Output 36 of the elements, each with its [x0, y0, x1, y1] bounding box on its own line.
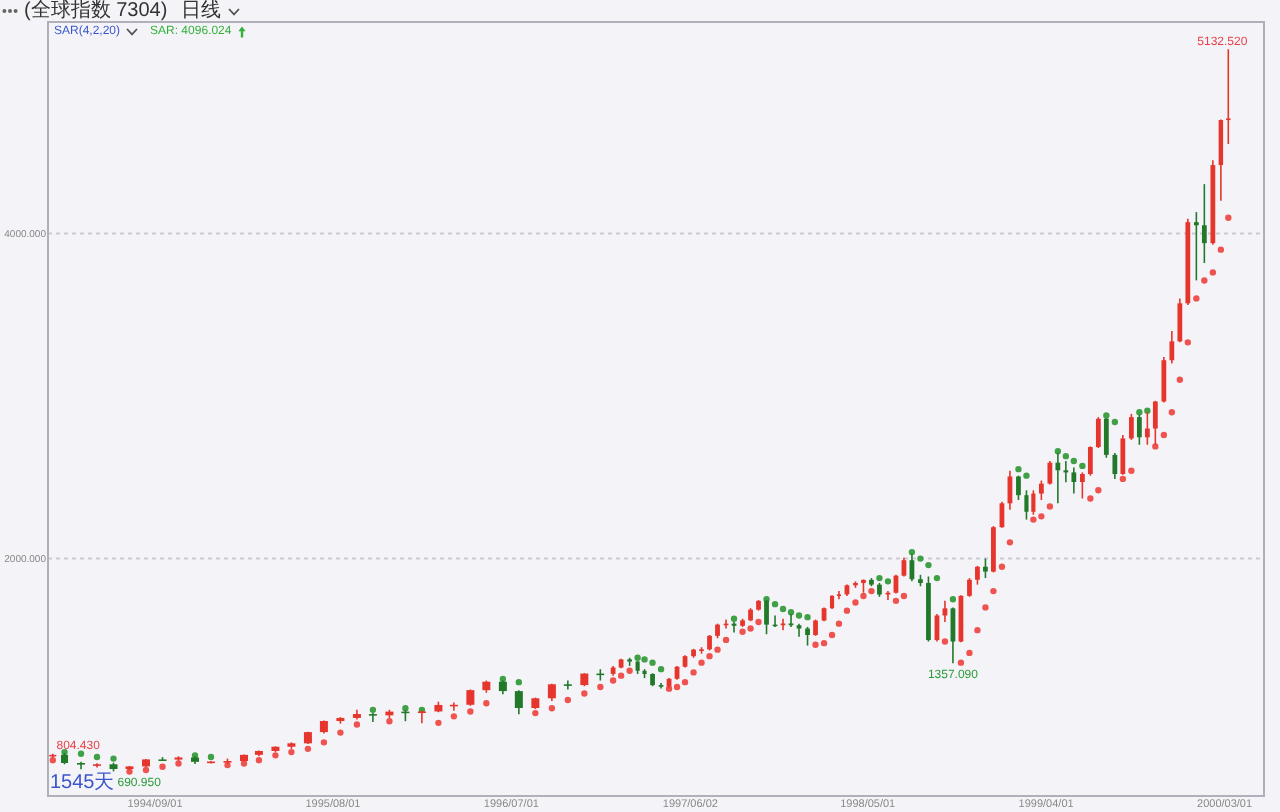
candlestick: [983, 557, 988, 579]
chart-subtitle: 日线: [181, 0, 222, 22]
candlestick: [1193, 211, 1199, 282]
candlestick: [1047, 460, 1053, 486]
candlestick: [1136, 413, 1142, 446]
candlestick: [417, 709, 426, 724]
candlestick: [1079, 471, 1085, 500]
candlestick: [1031, 489, 1036, 516]
candlestick: [1063, 460, 1069, 483]
candlestick: [764, 599, 769, 636]
candlestick: [1055, 452, 1061, 505]
candlestick: [991, 525, 996, 574]
candlestick: [1161, 356, 1167, 404]
candlestick: [1087, 445, 1093, 477]
candlestick: [1095, 416, 1101, 449]
candlestick: [967, 577, 972, 598]
candlestick: [1169, 330, 1175, 365]
candlestick: [1016, 474, 1021, 501]
candlestick: [1201, 183, 1207, 264]
candlestick: [1128, 413, 1134, 441]
candlestick: [1112, 452, 1118, 480]
candlestick: [975, 565, 980, 586]
candlestick: [805, 626, 810, 647]
candlestick: [1120, 434, 1126, 476]
candlestick: [514, 689, 523, 716]
chart-title: (全球指数 7304): [24, 0, 168, 22]
candlestick: [1177, 297, 1183, 344]
annotation: 1545天: [50, 772, 115, 794]
candlestick: [1144, 411, 1150, 446]
candlestick: [1226, 48, 1231, 145]
candlestick: [1152, 400, 1158, 446]
candlestick: [836, 590, 842, 601]
candlestick: [1038, 479, 1044, 501]
candlestick: [1071, 466, 1077, 495]
candlestick: [942, 600, 948, 623]
candlestick: [1024, 489, 1029, 521]
